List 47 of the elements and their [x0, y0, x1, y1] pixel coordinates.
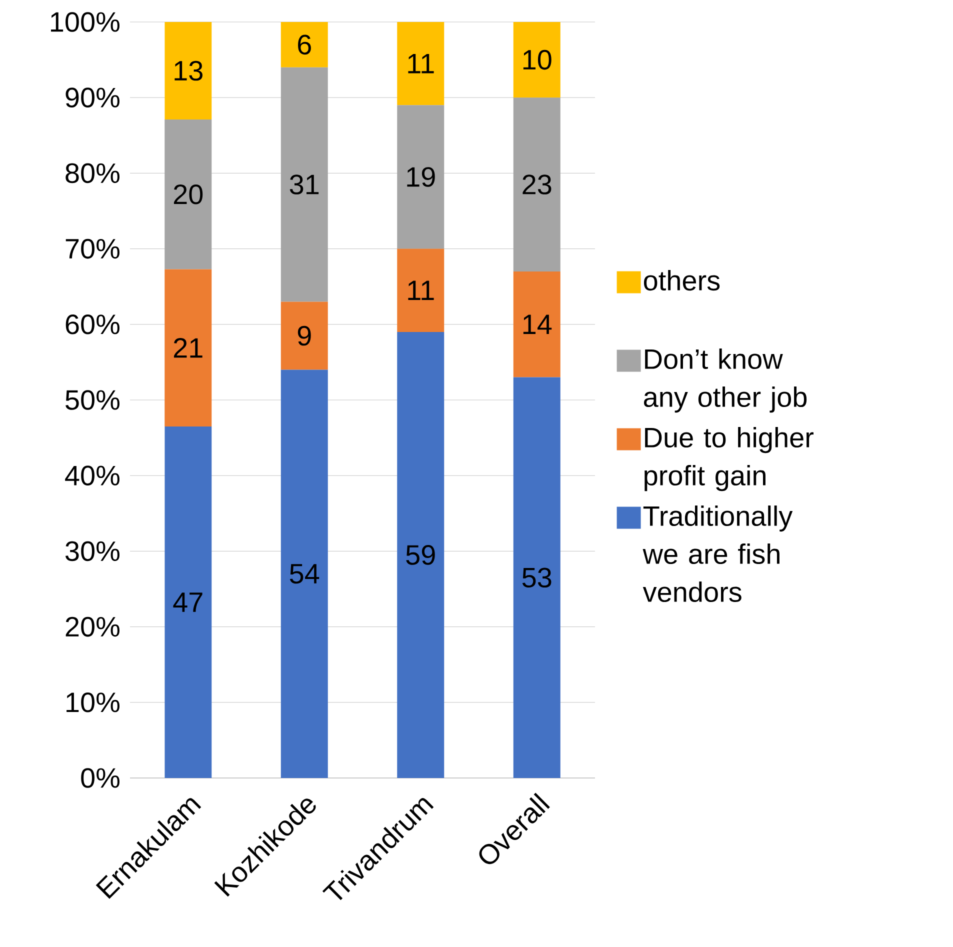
data-label: 47	[173, 592, 202, 612]
data-label: 13	[174, 60, 202, 81]
data-label: 6	[298, 34, 311, 55]
y-tick-label: 70%	[66, 238, 120, 259]
bar	[164, 22, 212, 120]
data-label: 19	[407, 167, 435, 187]
bar	[513, 377, 560, 778]
bar	[280, 302, 328, 370]
bar	[397, 248, 444, 332]
bar	[280, 370, 328, 778]
legend-label: Don’t know any other job	[644, 348, 807, 413]
data-label: 14	[523, 314, 552, 334]
bar	[280, 67, 328, 302]
data-label: 11	[408, 280, 434, 300]
data-label: 53	[522, 568, 552, 588]
bar	[513, 98, 560, 272]
data-label: 31	[290, 174, 319, 194]
bar	[397, 22, 444, 106]
bar	[397, 332, 444, 778]
legend-label: Due to higher profit gain	[644, 427, 814, 492]
y-tick-label: 90%	[66, 88, 120, 108]
y-tick-label: 10%	[66, 692, 120, 712]
legend-label: Traditionally we are fish vendors	[642, 505, 793, 602]
y-tick-label: 20%	[66, 616, 120, 637]
data-label: 59	[406, 545, 435, 565]
y-tick-label: 100%	[50, 12, 120, 32]
legend-label: others	[644, 270, 720, 291]
bar	[513, 271, 560, 378]
y-tick-label: 40%	[65, 466, 120, 486]
y-tick-label: 0%	[81, 768, 120, 788]
data-label: 11	[408, 54, 434, 74]
bar	[280, 22, 328, 68]
bar	[397, 105, 444, 249]
data-label: 20	[174, 184, 203, 204]
data-label: 21	[174, 338, 202, 358]
y-tick-label: 60%	[66, 314, 120, 334]
data-label: 54	[290, 564, 320, 584]
bar	[164, 426, 212, 778]
y-tick-label: 80%	[66, 163, 120, 184]
bar	[513, 22, 560, 98]
data-label: 9	[298, 326, 311, 346]
bar	[164, 269, 212, 426]
y-tick-label: 30%	[66, 541, 120, 562]
data-label: 10	[523, 50, 552, 70]
y-tick-label: 50%	[66, 390, 120, 410]
bar	[164, 120, 212, 270]
data-label: 23	[522, 174, 552, 194]
